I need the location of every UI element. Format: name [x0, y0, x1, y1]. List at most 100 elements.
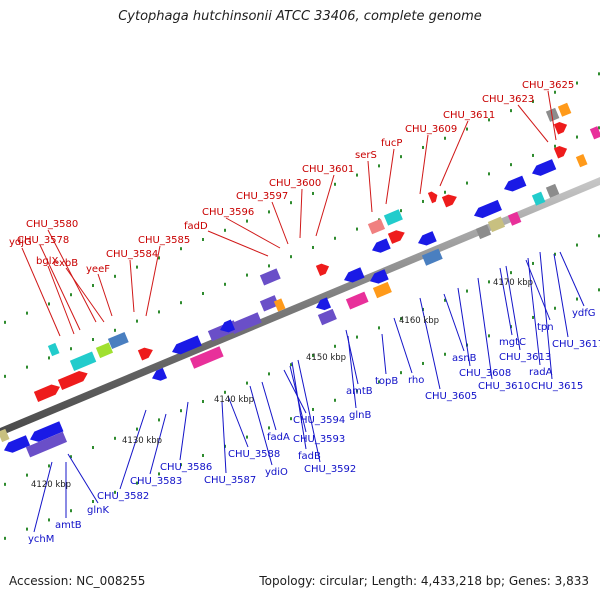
gene-label: exbB	[53, 258, 78, 269]
leader-line	[291, 361, 307, 450]
gene-feature	[25, 431, 68, 458]
gene-feature	[344, 267, 365, 283]
leader-line	[33, 461, 53, 533]
scale-labels: 4120 kbp 4130 kbp 4140 kbp 4150 kbp 4160…	[31, 278, 533, 490]
gene-feature	[69, 351, 97, 371]
leader-line	[443, 293, 465, 352]
tick-mark	[554, 90, 556, 94]
leader-line	[207, 230, 269, 257]
figure-title: Cytophaga hutchinsonii ATCC 33406, compl…	[118, 9, 482, 24]
tick-mark	[356, 173, 358, 177]
gene-feature	[220, 319, 236, 333]
tick-mark	[488, 280, 490, 284]
gene-label: fadB	[298, 451, 321, 462]
tick-mark	[378, 380, 380, 384]
leader-line	[129, 259, 135, 313]
tick-mark	[510, 109, 512, 113]
gene-label: CHU_3593	[293, 434, 345, 445]
tick-mark	[488, 334, 490, 338]
gene-feature	[553, 146, 568, 159]
gene-label: CHU_3594	[293, 415, 345, 426]
gene-feature	[57, 370, 88, 390]
gene-label: CHU_3610	[478, 381, 530, 392]
tick-mark	[356, 389, 358, 393]
leader-line	[525, 259, 551, 321]
tick-mark	[444, 136, 446, 140]
tick-mark	[70, 293, 72, 297]
tick-mark	[576, 135, 578, 139]
gene-label: ydfG	[572, 308, 596, 319]
tick-mark	[598, 288, 600, 292]
gene-label: topB	[375, 376, 398, 387]
tick-mark	[224, 228, 226, 232]
tick-mark	[312, 407, 314, 411]
tick-mark	[136, 481, 138, 485]
tick-mark	[312, 191, 314, 195]
tick-mark	[290, 417, 292, 421]
gene-label: yeeF	[86, 264, 110, 275]
gene-label: fucP	[381, 138, 402, 149]
leader-line	[119, 409, 147, 490]
leader-line	[47, 265, 75, 335]
tick-mark	[400, 209, 402, 213]
leader-line	[261, 381, 277, 431]
leader-line	[283, 369, 307, 414]
tick-mark	[92, 500, 94, 504]
tick-mark	[92, 446, 94, 450]
gene-label: CHU_3623	[482, 94, 534, 105]
tick-mark	[334, 398, 336, 402]
leader-line	[517, 104, 549, 143]
tick-mark	[224, 282, 226, 286]
gene-label: radA	[529, 367, 553, 378]
tick-mark	[312, 353, 314, 357]
gene-feature	[259, 268, 281, 286]
tick-mark	[4, 536, 6, 540]
tick-mark	[422, 361, 424, 365]
tick-mark	[400, 317, 402, 321]
tick-mark	[70, 455, 72, 459]
gene-label: CHU_3613	[499, 352, 551, 363]
gene-label: CHU_3617	[552, 339, 600, 350]
tick-mark	[48, 464, 50, 468]
genome-backbone	[0, 177, 600, 436]
tick-mark	[576, 243, 578, 247]
leader-line	[559, 251, 585, 307]
tick-mark	[422, 145, 424, 149]
gene-feature	[107, 331, 129, 350]
tick-mark	[224, 390, 226, 394]
gene-label: CHU_3625	[522, 80, 574, 91]
gene-feature	[273, 298, 286, 312]
gene-feature	[317, 308, 337, 326]
tick-mark	[26, 527, 28, 531]
tick-mark	[422, 199, 424, 203]
scale-label: 4160 kbp	[399, 316, 439, 326]
gene-feature	[504, 175, 527, 192]
leader-line	[419, 134, 429, 195]
gene-feature	[152, 367, 168, 381]
tick-mark	[444, 298, 446, 302]
tick-mark	[202, 453, 204, 457]
tick-mark	[444, 352, 446, 356]
tick-mark	[554, 306, 556, 310]
gene-feature	[4, 435, 31, 453]
tick-mark	[180, 247, 182, 251]
leader-line	[547, 90, 557, 141]
tick-mark	[268, 264, 270, 268]
leader-line	[271, 201, 289, 245]
leader-line	[439, 120, 469, 187]
gene-feature	[372, 238, 391, 253]
gene-feature	[557, 102, 572, 117]
gene-feature	[229, 312, 262, 335]
leader-line	[65, 267, 105, 323]
tick-mark	[466, 127, 468, 131]
leader-line	[297, 359, 321, 463]
gene-label: CHU_3608	[459, 368, 511, 379]
leader-line	[347, 335, 357, 409]
gene-label: glnB	[349, 410, 371, 421]
gene-label: mgtC	[499, 337, 526, 348]
gene-label: CHU_3601	[302, 164, 354, 175]
tick-mark	[356, 227, 358, 231]
leader-line	[67, 453, 99, 504]
gene-feature	[345, 291, 369, 310]
gene-feature	[545, 183, 560, 198]
